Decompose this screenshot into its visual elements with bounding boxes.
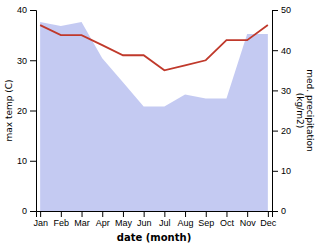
- tick-label: 0: [281, 206, 286, 216]
- tick-mark: [226, 211, 227, 217]
- tick-label: 20: [281, 126, 291, 136]
- tick: Aug: [178, 211, 194, 228]
- tick-label: 20: [17, 106, 27, 116]
- tick-label: Mar: [74, 218, 90, 228]
- marks: [40, 22, 268, 211]
- tick-label: Dec: [260, 218, 277, 228]
- tick-label: 40: [281, 46, 291, 56]
- y2-axis: 0 10 20 30 40 50: [272, 5, 291, 216]
- tick-mark: [40, 211, 41, 217]
- tick: 20: [272, 126, 291, 136]
- tick: Sep: [198, 211, 214, 228]
- tick-label: Oct: [220, 218, 235, 228]
- tick: Oct: [220, 211, 235, 228]
- y2-axis-title-line: med. precipitation: [305, 69, 315, 151]
- tick-label: Aug: [178, 218, 194, 228]
- tick-mark: [206, 211, 207, 217]
- tick-label: 30: [281, 86, 291, 96]
- tick: Nov: [240, 211, 257, 228]
- tick: Mar: [74, 211, 90, 228]
- tick: 40: [17, 5, 36, 15]
- x-axis-title: date (month): [117, 232, 191, 243]
- tick-mark: [272, 211, 278, 212]
- tick-mark: [247, 211, 248, 217]
- tick: Jan: [33, 211, 48, 228]
- tick: Dec: [260, 211, 277, 228]
- y2-axis-title: med. precipitation(kg/m2): [295, 69, 315, 151]
- tick-mark: [30, 10, 36, 11]
- y-axis: 0 10 20 30 40: [17, 5, 37, 216]
- tick-mark: [272, 50, 278, 51]
- tick: 0: [272, 206, 286, 216]
- axis-line: [30, 11, 37, 212]
- x-axis: Jan Feb Mar Apr May Jun Jul Aug Sep Oct NovDec: [33, 211, 276, 228]
- tick-mark: [185, 211, 186, 217]
- tick: 0: [22, 206, 36, 216]
- tick: 50: [272, 5, 291, 15]
- y-axis-title: max temp (C): [4, 79, 14, 141]
- plot: Jan Feb Mar Apr May Jun Jul Aug Sep Oct NovDec 0 10 2…: [17, 5, 291, 228]
- tick-label: Jul: [159, 218, 171, 228]
- tick-label: Nov: [240, 218, 257, 228]
- tick-label: 30: [17, 56, 27, 66]
- tick-label: Sep: [198, 218, 214, 228]
- tick-mark: [30, 60, 36, 61]
- tick: 20: [17, 106, 36, 116]
- tick: Feb: [54, 211, 70, 228]
- tick: May: [115, 211, 133, 228]
- chart: Jan Feb Mar Apr May Jun Jul Aug Sep Oct NovDec 0 10 2…: [0, 0, 318, 247]
- tick-mark: [268, 211, 269, 217]
- tick-mark: [164, 211, 165, 217]
- tick-label: Jan: [33, 218, 48, 228]
- tick-label: 10: [281, 166, 291, 176]
- axis-line: [273, 11, 279, 212]
- tick-mark: [30, 111, 36, 112]
- tick-label: 40: [17, 5, 27, 15]
- tick-label: Jun: [137, 218, 152, 228]
- tick-mark: [272, 10, 278, 11]
- tick-mark: [272, 171, 278, 172]
- tick-mark: [144, 211, 145, 217]
- tick-mark: [82, 211, 83, 217]
- tick-mark: [61, 211, 62, 217]
- tick: 10: [17, 156, 36, 166]
- tick-mark: [102, 211, 103, 217]
- tick-mark: [272, 131, 278, 132]
- tick-label: Apr: [96, 218, 110, 228]
- tick: 30: [272, 86, 291, 96]
- tick: 30: [17, 56, 36, 66]
- tick-label: 50: [281, 5, 291, 15]
- tick-mark: [272, 90, 278, 91]
- tick: Jun: [137, 211, 152, 228]
- y2-axis-title-line: (kg/m2): [295, 93, 305, 128]
- tick-label: May: [115, 218, 133, 228]
- tick: 10: [272, 166, 291, 176]
- tick: 40: [272, 46, 291, 56]
- tick: Apr: [96, 211, 110, 228]
- tick: Jul: [159, 211, 171, 228]
- tick-mark: [123, 211, 124, 217]
- axis-line: [37, 212, 273, 218]
- tick-label: 0: [22, 206, 27, 216]
- tick-label: Feb: [54, 218, 70, 228]
- area: [40, 22, 268, 211]
- tick-mark: [30, 161, 36, 162]
- line: [40, 25, 268, 70]
- tick-label: 10: [17, 156, 27, 166]
- tick-mark: [30, 211, 36, 212]
